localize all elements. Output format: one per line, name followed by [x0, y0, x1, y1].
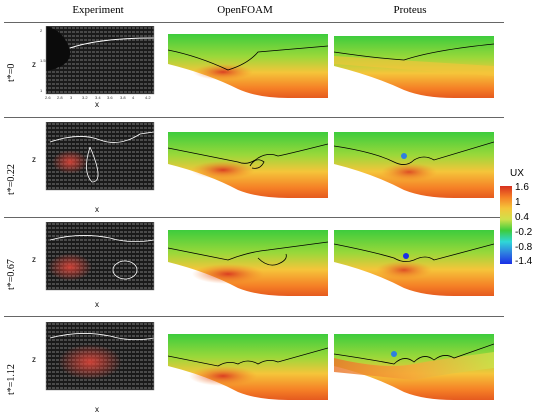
column-header-experiment: Experiment	[72, 4, 124, 16]
zlabel-t0: z	[32, 60, 36, 69]
row-divider-1	[4, 117, 504, 118]
x-tick-t0-3: 3.2	[82, 95, 88, 100]
colorbar-tick-5: -1.4	[515, 256, 533, 267]
zlabel-t022: z	[32, 155, 36, 164]
x-tick-t0-6: 3.8	[120, 95, 126, 100]
proteus-panel-t112	[334, 334, 494, 400]
row-label-t067: t*=0.67	[6, 259, 17, 290]
openfoam-panel-t0	[168, 34, 328, 98]
colorbar	[500, 186, 512, 264]
xlabel-t112: x	[95, 405, 99, 414]
x-tick-t0-2: 3	[70, 95, 73, 100]
z-tick-t0-0: 2	[40, 28, 43, 33]
experiment-panel-t022	[45, 122, 155, 191]
zlabel-t067: z	[32, 255, 36, 264]
colorbar-tick-3: -0.2	[515, 227, 533, 238]
z-tick-t0-1: 1.5	[40, 58, 46, 63]
column-header-proteus: Proteus	[393, 4, 427, 16]
colorbar-title: UX	[510, 168, 524, 179]
row-divider-2	[4, 217, 504, 218]
row-label-t112: t*=1.12	[6, 364, 17, 395]
x-tick-t0-0: 2.6	[45, 95, 51, 100]
proteus-panel-t0	[334, 36, 494, 98]
x-tick-t0-7: 4	[132, 95, 135, 100]
row-label-t0: t*=0	[6, 63, 17, 82]
colorbar-tick-1: 1	[515, 197, 521, 208]
z-tick-t0-2: 1	[40, 88, 43, 93]
experiment-panel-t112	[45, 322, 155, 391]
openfoam-panel-t022	[168, 132, 328, 198]
proteus-panel-t067	[334, 230, 494, 296]
xlabel-t067: x	[95, 300, 99, 309]
row-divider-3	[4, 316, 504, 317]
x-tick-t0-1: 2.8	[57, 95, 63, 100]
x-tick-t0-8: 4.2	[145, 95, 151, 100]
x-tick-t0-4: 3.4	[95, 95, 101, 100]
colorbar-tick-4: -0.8	[515, 242, 533, 253]
header-divider	[4, 22, 504, 23]
openfoam-panel-t112	[168, 334, 328, 400]
row-label-t022: t*=0.22	[6, 164, 17, 195]
openfoam-panel-t067	[168, 230, 328, 296]
x-tick-t0-5: 3.6	[107, 95, 113, 100]
experiment-panel-t067	[45, 222, 155, 291]
column-header-openfoam: OpenFOAM	[217, 4, 273, 16]
experiment-panel-t0	[45, 26, 155, 95]
xlabel-t022: x	[95, 205, 99, 214]
colorbar-tick-2: 0.4	[515, 212, 529, 223]
proteus-panel-t022	[334, 132, 494, 198]
zlabel-t112: z	[32, 355, 36, 364]
xlabel-t0: x	[95, 100, 99, 109]
colorbar-tick-0: 1.6	[515, 182, 529, 193]
